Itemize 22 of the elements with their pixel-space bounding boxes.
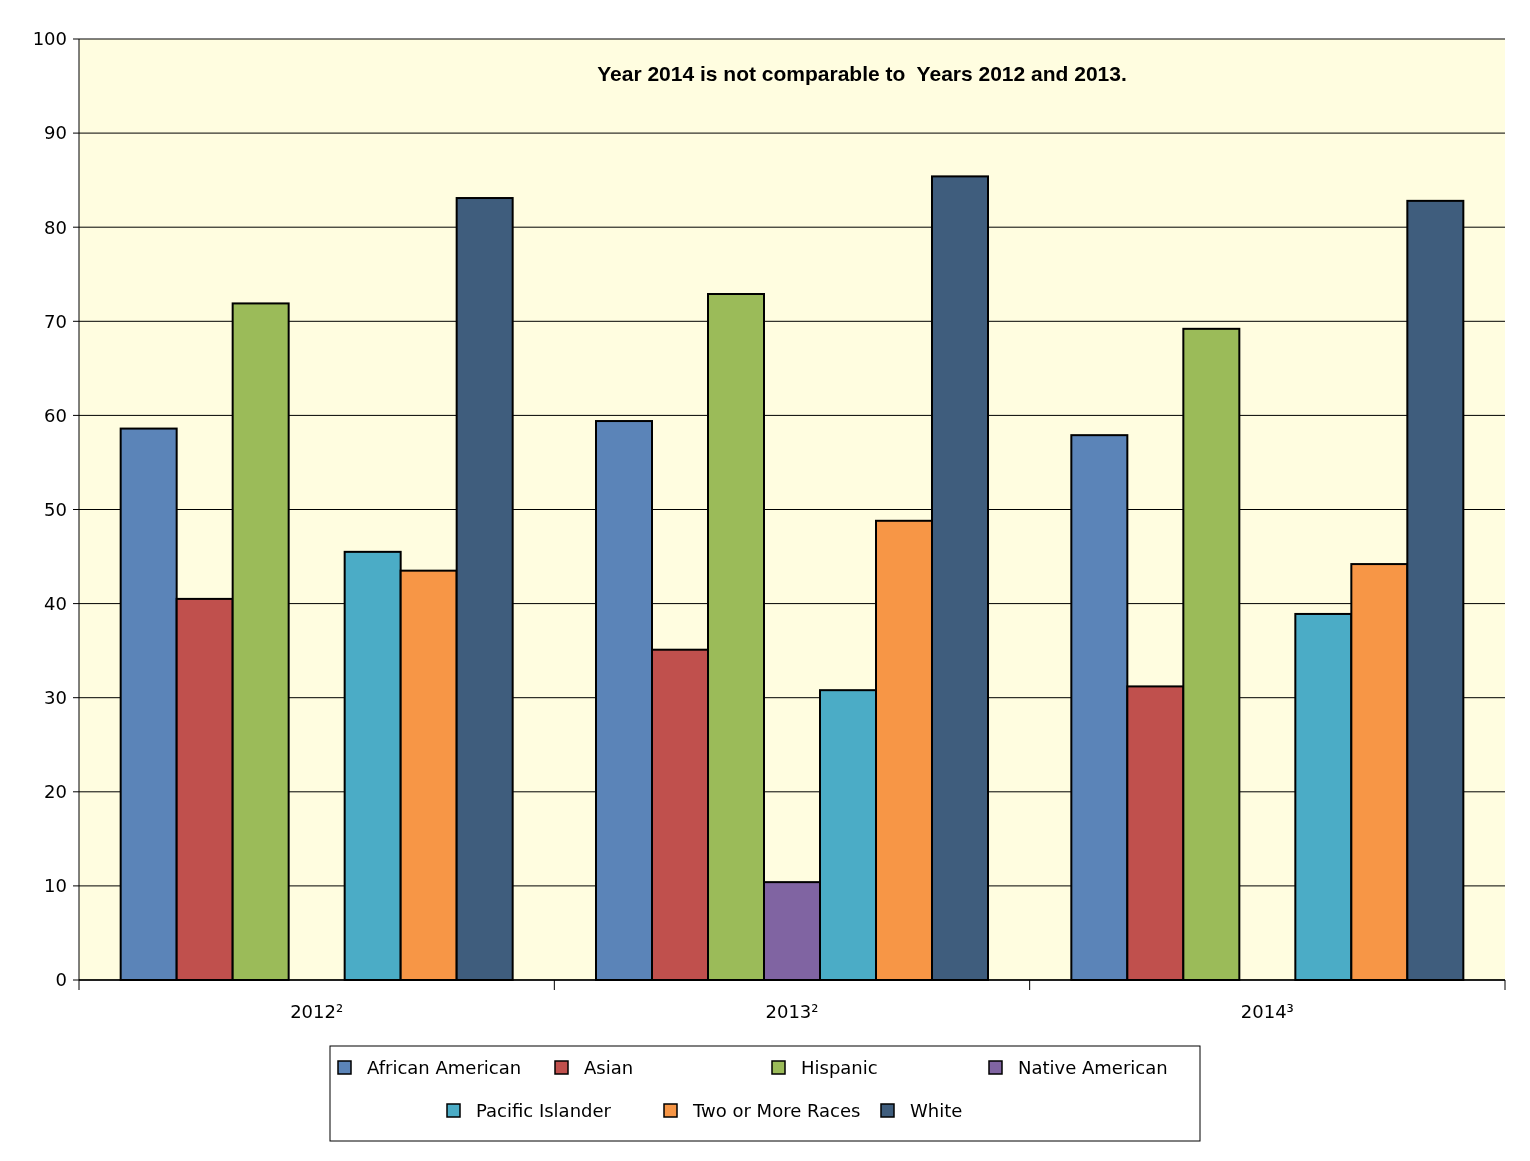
y-tick-label: 30 [44,687,67,708]
text: Year 2014 is not comparable to Years 2012 and 2013. [597,62,1127,85]
y-tick-label: 10 [44,875,67,897]
y-tick-label: 60 [44,404,67,426]
legend-label: White [910,1100,963,1121]
y-tick-label: 20 [44,781,67,803]
x-tick-label: 2013² [765,1001,819,1022]
legend-label: Native American [1018,1057,1168,1078]
y-tick-label: 50 [44,498,67,520]
y-tick-label: 100 [32,28,67,50]
legend-label: Hispanic [801,1057,878,1078]
legend-label: Two or More Races [692,1100,861,1121]
y-tick-label: 40 [44,592,67,614]
y-tick-label: 70 [44,310,67,332]
legend-label: Asian [584,1057,634,1078]
y-tick-label: 80 [44,216,67,238]
legend-label: Pacific Islander [476,1100,612,1121]
x-tick-label: 2012² [290,1001,344,1022]
legend-label: African American [367,1057,522,1078]
y-tick-label: 0 [55,969,67,991]
x-tick-label: 2014³ [1240,1001,1294,1022]
y-tick-label: 90 [44,122,67,144]
